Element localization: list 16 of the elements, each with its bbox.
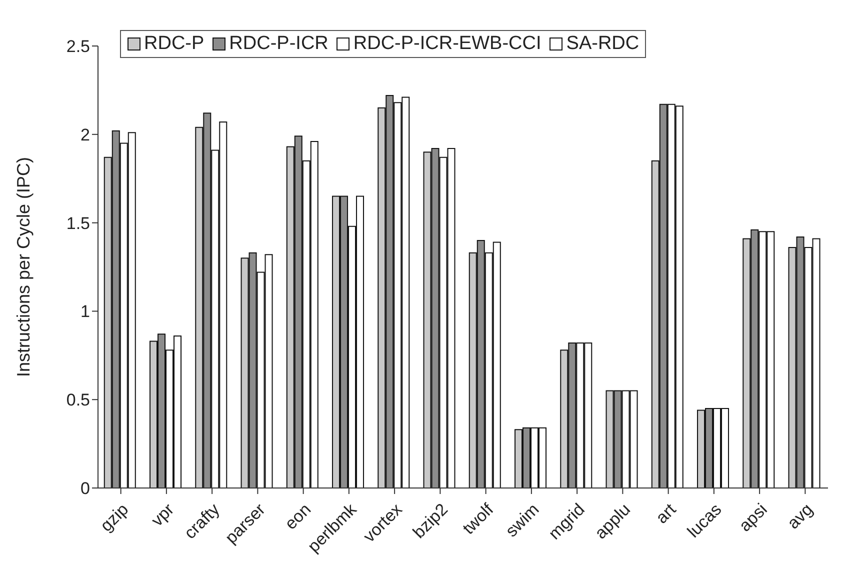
y-tick-label: 2.5	[66, 37, 90, 56]
y-tick-label: 1.5	[66, 214, 90, 233]
y-tick-label: 2	[80, 125, 90, 144]
y-tick-label: 0	[80, 479, 90, 498]
legend-label: RDC-P-ICR-EWB-CCI	[353, 33, 542, 55]
legend-label: RDC-P	[144, 33, 204, 55]
y-tick-label: 0.5	[66, 390, 90, 410]
y-axis-title: Instructions per Cycle (IPC)	[13, 156, 34, 378]
x-tick-label: avg	[784, 500, 816, 533]
x-tick-label: eon	[281, 500, 315, 534]
y-tick-label: 1	[80, 302, 90, 322]
x-tick-label: art	[652, 500, 680, 528]
x-tick-label: vpr	[148, 500, 178, 530]
legend-label: SA-RDC	[566, 33, 640, 55]
legend-label: RDC-P-ICR	[229, 33, 328, 55]
x-tick-label: gzip	[96, 500, 132, 536]
